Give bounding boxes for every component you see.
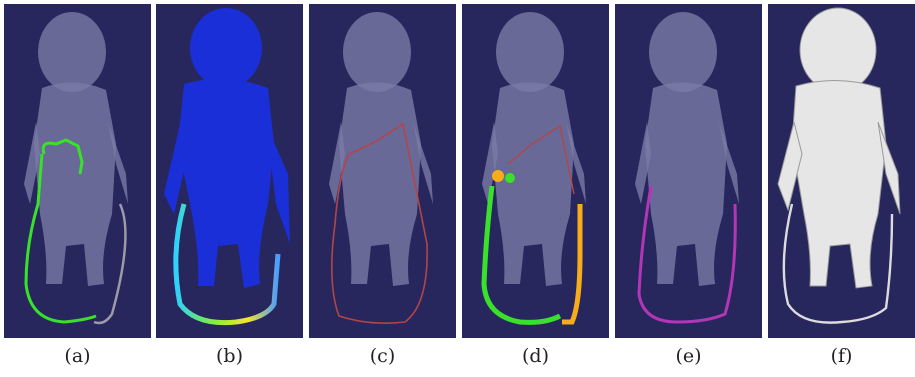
loop-heatmap xyxy=(173,203,281,326)
caption-b: (b) xyxy=(216,345,243,367)
body-silhouette xyxy=(635,12,739,286)
panel-a-render xyxy=(24,12,128,325)
body-heatmap xyxy=(164,8,290,288)
caption-d: (d) xyxy=(522,345,549,367)
loop-thin-red xyxy=(507,124,575,195)
panel-d xyxy=(462,4,609,338)
segment-orange xyxy=(562,204,583,325)
marker-green xyxy=(505,173,515,183)
loop-rope-grey xyxy=(93,203,127,325)
body-silhouette xyxy=(329,12,433,286)
panel-f xyxy=(768,4,915,338)
caption-a: (a) xyxy=(64,345,91,367)
panel-f-render xyxy=(777,7,901,324)
panel-c xyxy=(309,4,456,338)
panel-e-render xyxy=(635,12,739,324)
panel-e xyxy=(615,4,762,338)
loop-magenta xyxy=(637,185,737,324)
panel-d-render xyxy=(481,12,586,325)
loop-green xyxy=(24,138,97,324)
loop-red xyxy=(331,122,428,324)
body-silhouette xyxy=(482,12,586,286)
caption-f: (f) xyxy=(830,345,853,367)
body-solid xyxy=(777,7,901,289)
body-silhouette xyxy=(24,12,128,286)
marker-orange xyxy=(492,170,504,182)
panel-c-render xyxy=(329,12,433,324)
loop-dark xyxy=(782,203,894,324)
caption-e: (e) xyxy=(675,345,702,367)
panel-b-render xyxy=(164,8,290,326)
panel-a xyxy=(4,4,151,338)
caption-c: (c) xyxy=(369,345,396,367)
segment-green xyxy=(481,185,562,325)
panel-b xyxy=(156,4,303,338)
